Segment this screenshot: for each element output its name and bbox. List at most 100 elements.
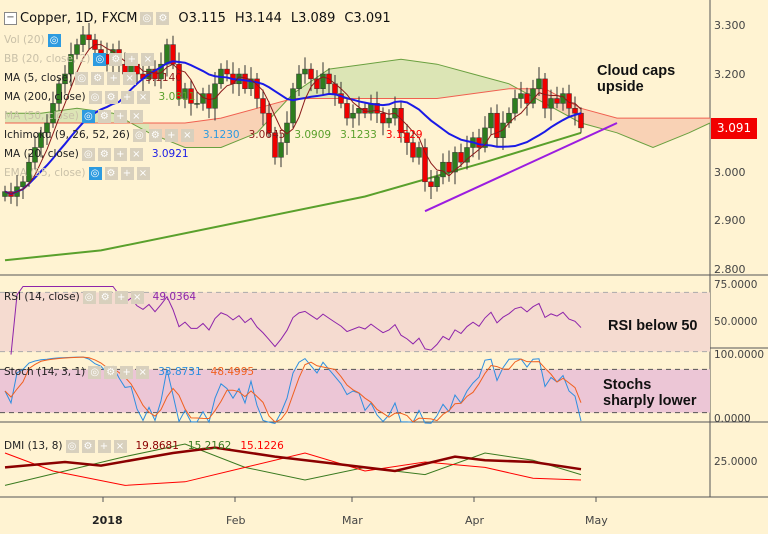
candle-body xyxy=(374,103,380,114)
eye-icon[interactable]: ◎ xyxy=(132,128,146,142)
plus-icon[interactable]: + xyxy=(164,128,178,142)
gear-icon[interactable]: ⚙ xyxy=(97,109,111,123)
candle-body xyxy=(80,34,86,45)
ichimoku-cloud xyxy=(581,108,617,133)
close-icon[interactable]: × xyxy=(136,365,150,379)
indicator-label[interactable]: BB (20, close, 2) xyxy=(4,53,91,65)
plus-icon[interactable]: + xyxy=(97,439,111,453)
close-icon[interactable]: × xyxy=(180,128,194,142)
close-icon[interactable]: × xyxy=(129,147,143,161)
gear-icon[interactable]: ⚙ xyxy=(81,439,95,453)
eye-icon[interactable]: ◎ xyxy=(75,71,89,85)
dmi-adx-value: 19.8681 xyxy=(135,440,179,452)
indicator-label[interactable]: Ichimoku (9, 26, 52, 26) xyxy=(4,129,130,141)
gear-icon[interactable]: ⚙ xyxy=(98,290,112,304)
close-icon[interactable]: × xyxy=(136,90,150,104)
close-icon[interactable]: × xyxy=(136,166,150,180)
stoch-d-line xyxy=(4,356,582,423)
indicator-label[interactable]: MA (5, close) xyxy=(4,72,73,84)
eye-icon[interactable]: ◎ xyxy=(81,147,95,161)
gear-icon[interactable]: ⚙ xyxy=(104,166,118,180)
x-tick: May xyxy=(585,514,608,527)
gear-icon[interactable]: ⚙ xyxy=(104,90,118,104)
eye-icon[interactable]: ◎ xyxy=(88,90,102,104)
price-tick: 3.200 xyxy=(714,68,746,81)
ichimoku-cloud xyxy=(365,59,401,99)
ma200-line xyxy=(4,131,582,262)
stoch-label[interactable]: Stoch (14, 3, 1) xyxy=(4,366,86,378)
plus-icon[interactable]: + xyxy=(114,290,128,304)
plus-icon[interactable]: + xyxy=(120,166,134,180)
ohlc-open: O3.115 xyxy=(178,10,226,26)
close-icon[interactable]: × xyxy=(129,109,143,123)
plus-icon[interactable]: + xyxy=(113,147,127,161)
plus-icon[interactable]: + xyxy=(120,365,134,379)
close-icon[interactable]: × xyxy=(113,439,127,453)
indicator-value: 3.1529 xyxy=(385,129,423,141)
eye-icon[interactable]: ◎ xyxy=(47,33,61,47)
indicator-label[interactable]: MA (50, close) xyxy=(4,110,79,122)
ichimoku-cloud xyxy=(401,59,437,99)
plus-icon[interactable]: + xyxy=(113,109,127,123)
candle-body xyxy=(488,112,494,129)
eye-icon[interactable]: ◎ xyxy=(81,109,95,123)
candle-body xyxy=(524,93,530,104)
span-b-line xyxy=(5,88,710,124)
stoch-tick: 100.0000 xyxy=(714,349,765,361)
symbol-title[interactable]: Copper, 1D, FXCM xyxy=(20,10,138,26)
gear-icon[interactable]: ⚙ xyxy=(97,147,111,161)
eye-icon[interactable]: ◎ xyxy=(93,52,107,66)
ohlc-low: L3.089 xyxy=(290,10,336,26)
plus-icon[interactable]: + xyxy=(125,52,139,66)
eye-icon[interactable]: ◎ xyxy=(82,290,96,304)
candle-body xyxy=(380,112,386,124)
candle-body xyxy=(224,68,230,75)
eye-icon[interactable]: ◎ xyxy=(88,365,102,379)
stoch-annotation: Stochs sharply lower xyxy=(603,377,697,409)
candle-body xyxy=(44,122,50,134)
close-icon[interactable]: × xyxy=(141,52,155,66)
gear-icon[interactable]: ⚙ xyxy=(109,52,123,66)
ohlc-close: C3.091 xyxy=(344,10,391,26)
candle-body xyxy=(260,98,266,114)
candle-body xyxy=(176,63,182,99)
candle-body xyxy=(428,181,434,187)
ohlc-high: H3.144 xyxy=(234,10,282,26)
ichimoku-cloud xyxy=(329,64,365,99)
candle-body xyxy=(26,161,32,183)
candle-body xyxy=(518,93,524,99)
candle-body xyxy=(572,108,578,114)
collapse-icon[interactable]: − xyxy=(4,11,17,25)
eye-icon[interactable]: ◎ xyxy=(65,439,79,453)
close-icon[interactable]: × xyxy=(123,71,137,85)
ichimoku-cloud xyxy=(185,118,221,148)
last-price-tag: 3.091 xyxy=(711,118,757,139)
ichimoku-cloud xyxy=(653,118,689,148)
gear-icon[interactable]: ⚙ xyxy=(104,365,118,379)
candle-body xyxy=(512,98,518,114)
plus-icon[interactable]: + xyxy=(107,71,121,85)
indicator-label[interactable]: EMA (55, close) xyxy=(4,167,86,179)
candle-body xyxy=(296,73,302,89)
ichimoku-cloud xyxy=(221,108,257,148)
candle-body xyxy=(386,117,392,124)
indicator-legend: EMA (55, close) ◎ ⚙ + × xyxy=(4,166,150,180)
close-icon[interactable]: × xyxy=(130,290,144,304)
gear-icon[interactable]: ⚙ xyxy=(148,128,162,142)
candle-body xyxy=(182,88,188,99)
indicator-label[interactable]: MA (200, close) xyxy=(4,91,86,103)
rsi-tick: 50.0000 xyxy=(714,316,758,328)
dmi-plus-value: 15.2162 xyxy=(187,440,232,452)
candle-body xyxy=(416,147,422,158)
gear-icon[interactable]: ⚙ xyxy=(156,11,170,25)
gear-icon[interactable]: ⚙ xyxy=(91,71,105,85)
eye-icon[interactable]: ◎ xyxy=(140,11,154,25)
rsi-label[interactable]: RSI (14, close) xyxy=(4,291,80,303)
candle-body xyxy=(194,103,200,105)
indicator-label[interactable]: MA (20, close) xyxy=(4,148,79,160)
indicator-label[interactable]: Vol (20) xyxy=(4,34,45,46)
candle-body xyxy=(266,112,272,134)
plus-icon[interactable]: + xyxy=(120,90,134,104)
dmi-label[interactable]: DMI (13, 8) xyxy=(4,440,63,452)
eye-icon[interactable]: ◎ xyxy=(88,166,102,180)
